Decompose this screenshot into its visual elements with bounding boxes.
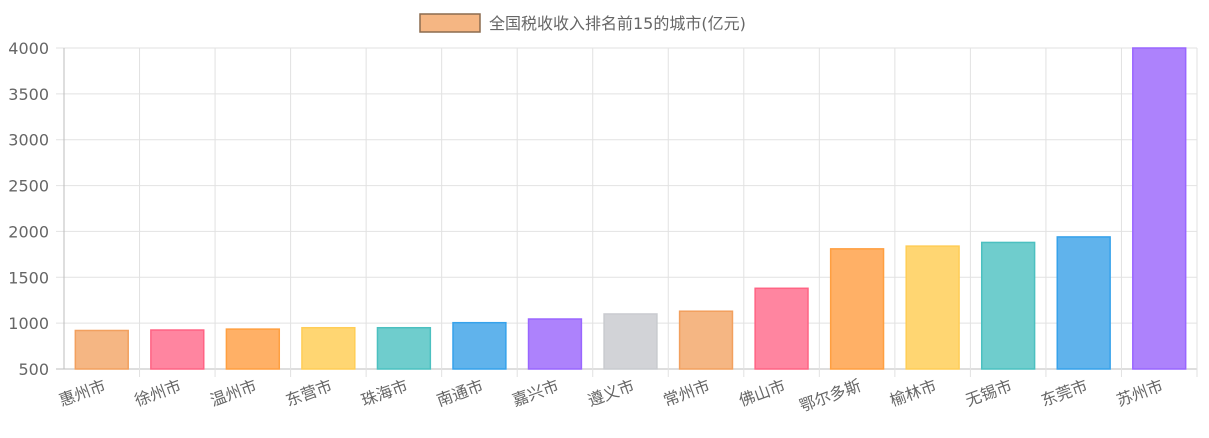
x-tick-label: 珠海市 <box>359 376 411 410</box>
y-tick-label: 3000 <box>8 131 49 150</box>
legend-label[interactable]: 全国税收收入排名前15的城市(亿元) <box>489 14 746 33</box>
y-tick-label: 2000 <box>8 222 49 241</box>
bars <box>74 47 1187 370</box>
x-tick-label: 徐州市 <box>132 376 184 410</box>
x-tick-label: 鄂尔多斯 <box>797 376 864 416</box>
x-tick-label: 无锡市 <box>963 376 1015 410</box>
bar[interactable] <box>376 326 432 370</box>
bar[interactable] <box>150 329 205 370</box>
bar[interactable] <box>527 318 583 370</box>
y-tick-label: 1500 <box>8 268 49 287</box>
bar[interactable] <box>603 313 658 370</box>
bar[interactable] <box>905 245 960 370</box>
y-tick-label: 500 <box>18 360 49 379</box>
x-axis: 惠州市 徐州市 温州市 东营市 珠海市 南通市 嘉兴市 遵义市 常州市 佛山市 鄂尔多斯 榆林市 无锡市… <box>57 376 1166 416</box>
y-tick-label: 1000 <box>8 314 49 333</box>
x-tick-label: 苏州市 <box>1114 376 1166 410</box>
legend-swatch[interactable] <box>419 13 481 33</box>
x-tick-label: 温州市 <box>208 376 260 410</box>
bar[interactable] <box>301 326 356 370</box>
x-tick-label: 嘉兴市 <box>510 376 562 410</box>
x-tick-label: 常州市 <box>661 376 713 410</box>
x-tick-label: 东莞市 <box>1038 376 1090 410</box>
bar[interactable] <box>754 287 809 370</box>
x-tick-label: 遵义市 <box>585 376 637 410</box>
grid-lines <box>56 47 1198 377</box>
chart-legend[interactable]: 全国税收收入排名前15的城市(亿元) <box>419 13 746 33</box>
bar[interactable] <box>829 248 885 370</box>
bar[interactable] <box>74 329 129 370</box>
x-tick-label: 惠州市 <box>57 376 109 410</box>
bar[interactable] <box>1132 47 1187 370</box>
x-tick-label: 东营市 <box>283 376 335 410</box>
x-tick-label: 南通市 <box>434 376 486 410</box>
bar[interactable] <box>225 328 281 370</box>
y-tick-label: 4000 <box>8 39 49 58</box>
y-axis: 500 1000 1500 2000 2500 3000 3500 4000 <box>8 39 49 379</box>
bar[interactable] <box>1056 236 1111 370</box>
x-tick-label: 榆林市 <box>887 376 939 410</box>
x-tick-label: 佛山市 <box>736 376 788 410</box>
y-tick-label: 2500 <box>8 177 49 196</box>
bar[interactable] <box>678 310 734 370</box>
bar[interactable] <box>452 321 507 370</box>
y-tick-label: 3500 <box>8 85 49 104</box>
bar[interactable] <box>980 241 1036 370</box>
